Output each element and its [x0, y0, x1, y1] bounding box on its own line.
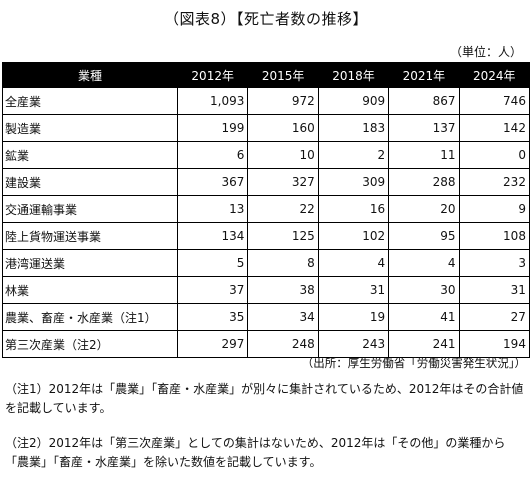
value-cell: 134: [176, 222, 249, 250]
value-cell: 243: [317, 330, 390, 358]
value-cell: 160: [247, 114, 319, 142]
value-cell: 2: [317, 141, 390, 169]
value-cell: 9: [458, 195, 530, 223]
value-cell: 241: [388, 330, 460, 358]
value-cell: 11: [388, 141, 460, 169]
table-row: 第三次産業（注2） 297 248 243 241 194: [2, 330, 530, 358]
value-cell: 232: [458, 168, 530, 196]
industry-cell: 港湾運送業: [2, 249, 178, 277]
value-cell: 8: [247, 249, 319, 277]
table-row: 交通運輸事業 13 22 16 20 9: [2, 195, 530, 223]
table-row: 陸上貨物運送事業 134 125 102 95 108: [2, 222, 530, 250]
industry-cell: 建設業: [2, 168, 178, 196]
value-cell: 34: [247, 303, 319, 331]
value-cell: 3: [458, 249, 530, 277]
value-cell: 367: [176, 168, 249, 196]
value-cell: 5: [176, 249, 249, 277]
value-cell: 41: [388, 303, 460, 331]
value-cell: 137: [388, 114, 460, 142]
industry-cell: 陸上貨物運送事業: [2, 222, 178, 250]
value-cell: 867: [388, 87, 460, 115]
value-cell: 746: [458, 87, 530, 115]
value-cell: 297: [176, 330, 249, 358]
value-cell: 20: [388, 195, 460, 223]
footnote-2: （注2）2012年は「第三次産業」としての集計はないため、2012年は「その他」…: [5, 436, 506, 469]
header-cell-year: 2018年: [317, 62, 390, 88]
value-cell: 10: [247, 141, 319, 169]
value-cell: 27: [458, 303, 530, 331]
value-cell: 16: [317, 195, 390, 223]
value-cell: 31: [458, 276, 530, 304]
industry-cell: 鉱業: [2, 141, 178, 169]
industry-cell: 林業: [2, 276, 178, 304]
value-cell: 972: [247, 87, 319, 115]
value-cell: 102: [317, 222, 390, 250]
source-note: （出所：厚生労働省「労働災害発生状況」）: [301, 356, 526, 370]
value-cell: 248: [247, 330, 319, 358]
value-cell: 125: [247, 222, 319, 250]
header-cell-year: 2012年: [176, 62, 249, 88]
value-cell: 19: [317, 303, 390, 331]
table-row: 農業、畜産・水産業（注1） 35 34 19 41 27: [2, 303, 530, 331]
value-cell: 4: [317, 249, 390, 277]
value-cell: 199: [176, 114, 249, 142]
value-cell: 95: [388, 222, 460, 250]
value-cell: 909: [317, 87, 390, 115]
header-cell-year: 2024年: [458, 62, 530, 88]
value-cell: 142: [458, 114, 530, 142]
industry-cell: 交通運輸事業: [2, 195, 178, 223]
value-cell: 30: [388, 276, 460, 304]
value-cell: 35: [176, 303, 249, 331]
table-header-row: 業種 2012年 2015年 2018年 2021年 2024年: [2, 62, 530, 88]
industry-cell: 製造業: [2, 114, 178, 142]
value-cell: 31: [317, 276, 390, 304]
value-cell: 6: [176, 141, 249, 169]
value-cell: 13: [176, 195, 249, 223]
value-cell: 38: [247, 276, 319, 304]
value-cell: 1,093: [176, 87, 249, 115]
value-cell: 309: [317, 168, 390, 196]
fatalities-table: 業種 2012年 2015年 2018年 2021年 2024年 全産業 1,0…: [2, 62, 530, 358]
table-row: 港湾運送業 5 8 4 4 3: [2, 249, 530, 277]
value-cell: 108: [458, 222, 530, 250]
unit-label: （単位：人）: [449, 45, 522, 59]
header-cell-year: 2021年: [388, 62, 460, 88]
value-cell: 194: [458, 330, 530, 358]
value-cell: 0: [458, 141, 530, 169]
value-cell: 37: [176, 276, 249, 304]
industry-cell: 第三次産業（注2）: [2, 330, 178, 358]
table-row: 全産業 1,093 972 909 867 746: [2, 87, 530, 115]
value-cell: 288: [388, 168, 460, 196]
value-cell: 183: [317, 114, 390, 142]
value-cell: 22: [247, 195, 319, 223]
table-row: 鉱業 6 10 2 11 0: [2, 141, 530, 169]
table-row: 製造業 199 160 183 137 142: [2, 114, 530, 142]
figure-title: （図表8）【死亡者数の推移】: [163, 10, 369, 28]
table-row: 建設業 367 327 309 288 232: [2, 168, 530, 196]
value-cell: 4: [388, 249, 460, 277]
table-row: 林業 37 38 31 30 31: [2, 276, 530, 304]
footnote-1: （注1）2012年は「農業」「畜産・水産業」が別々に集計されているため、2012…: [5, 382, 524, 415]
header-cell-industry: 業種: [2, 62, 178, 88]
industry-cell: 全産業: [2, 87, 178, 115]
value-cell: 327: [247, 168, 319, 196]
industry-cell: 農業、畜産・水産業（注1）: [2, 303, 178, 331]
header-cell-year: 2015年: [247, 62, 319, 88]
